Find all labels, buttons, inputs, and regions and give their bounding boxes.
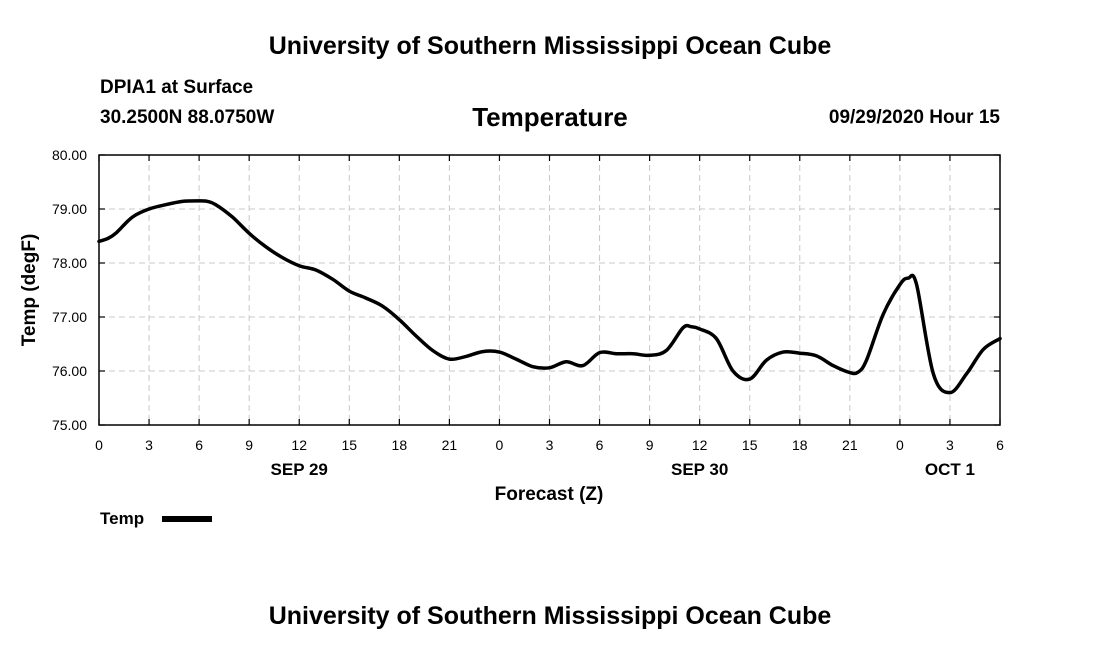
chart-title: Temperature: [472, 102, 628, 132]
date-label: SEP 29: [271, 460, 328, 479]
y-tick-label: 77.00: [52, 309, 87, 325]
model-run-time: 09/29/2020 Hour 15: [828, 107, 1000, 128]
footer-title: University of Southern Mississippi Ocean…: [268, 602, 832, 630]
x-tick-label: 0: [896, 437, 904, 453]
y-tick-label: 79.00: [52, 201, 87, 217]
x-tick-label: 3: [145, 437, 153, 453]
x-tick-label: 12: [291, 437, 307, 453]
x-tick-label: 0: [496, 437, 504, 453]
date-label: SEP 30: [671, 460, 728, 479]
x-tick-label: 18: [792, 437, 808, 453]
y-axis-label: Temp (degF): [19, 234, 40, 347]
plot-frame: [98, 154, 1001, 426]
x-tick-label: 21: [842, 437, 858, 453]
x-axis-label: Forecast (Z): [495, 484, 604, 505]
x-tick-label: 12: [692, 437, 708, 453]
page-title: University of Southern Mississippi Ocean…: [268, 32, 832, 60]
x-tick-label: 9: [646, 437, 654, 453]
y-tick-label: 75.00: [52, 417, 87, 433]
y-tick-label: 78.00: [52, 255, 87, 271]
temp-series-line: [97, 199, 1002, 395]
x-tick-label: 6: [596, 437, 604, 453]
x-tick-label: 6: [195, 437, 203, 453]
x-tick-label: 9: [245, 437, 253, 453]
station-name: DPIA1 at Surface: [100, 77, 254, 98]
station-coordinates: 30.2500N 88.0750W: [100, 107, 275, 128]
y-tick-label: 76.00: [52, 363, 87, 379]
x-tick-label: 6: [996, 437, 1004, 453]
x-tick-label: 15: [341, 437, 357, 453]
x-tick-label: 15: [742, 437, 758, 453]
y-tick-label: 80.00: [52, 147, 87, 163]
x-tick-label: 3: [946, 437, 954, 453]
grid-lines: [99, 155, 1000, 425]
x-tick-label: 0: [95, 437, 103, 453]
x-tick-label: 3: [546, 437, 554, 453]
date-label: OCT 1: [925, 460, 975, 479]
legend-label: Temp: [100, 509, 145, 528]
legend-swatch: [162, 516, 212, 522]
x-tick-label: 21: [442, 437, 458, 453]
x-tick-label: 18: [392, 437, 408, 453]
tick-labels: 0 3 6 9 12 15 18 21 0 3 6 9 12 15 18 21 0 3 6 75.00 76.00 77.…: [52, 147, 1004, 479]
